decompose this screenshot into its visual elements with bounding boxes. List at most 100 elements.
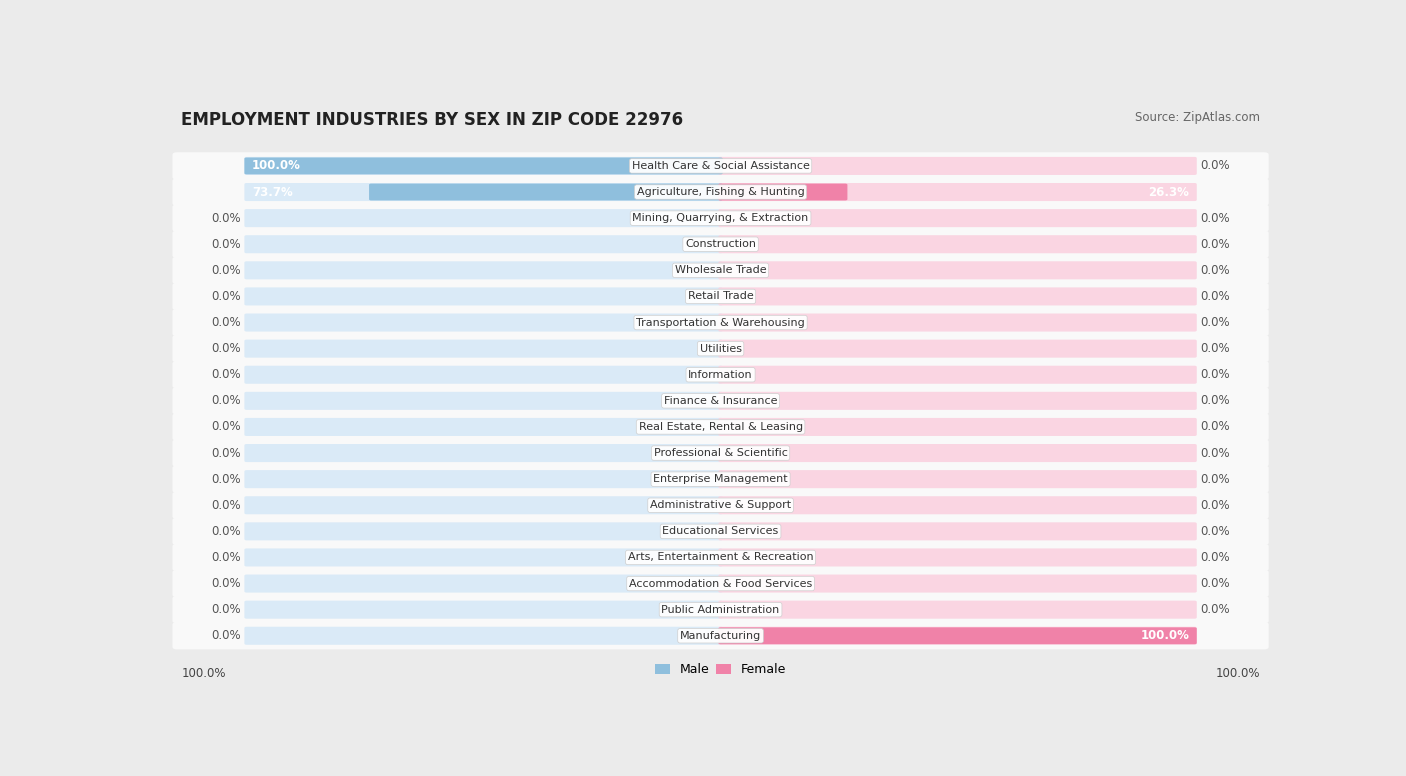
Text: 0.0%: 0.0% <box>211 394 242 407</box>
FancyBboxPatch shape <box>245 549 723 566</box>
Text: Information: Information <box>689 369 752 379</box>
FancyBboxPatch shape <box>245 340 723 358</box>
Text: Mining, Quarrying, & Extraction: Mining, Quarrying, & Extraction <box>633 213 808 223</box>
Text: 0.0%: 0.0% <box>1201 499 1230 511</box>
FancyBboxPatch shape <box>245 601 723 618</box>
Text: Transportation & Warehousing: Transportation & Warehousing <box>636 317 806 327</box>
FancyBboxPatch shape <box>718 627 1197 645</box>
Text: Construction: Construction <box>685 239 756 249</box>
Text: 0.0%: 0.0% <box>1201 446 1230 459</box>
Text: Retail Trade: Retail Trade <box>688 292 754 301</box>
FancyBboxPatch shape <box>718 418 1197 436</box>
FancyBboxPatch shape <box>173 622 1268 650</box>
FancyBboxPatch shape <box>718 392 1197 410</box>
FancyBboxPatch shape <box>718 184 848 200</box>
Text: 0.0%: 0.0% <box>211 446 242 459</box>
Text: 0.0%: 0.0% <box>1201 264 1230 277</box>
Text: Administrative & Support: Administrative & Support <box>650 501 792 511</box>
FancyBboxPatch shape <box>245 314 723 331</box>
Text: EMPLOYMENT INDUSTRIES BY SEX IN ZIP CODE 22976: EMPLOYMENT INDUSTRIES BY SEX IN ZIP CODE… <box>181 111 683 129</box>
FancyBboxPatch shape <box>718 314 1197 331</box>
Text: 0.0%: 0.0% <box>211 264 242 277</box>
Text: Source: ZipAtlas.com: Source: ZipAtlas.com <box>1135 111 1260 124</box>
Text: 0.0%: 0.0% <box>211 629 242 643</box>
FancyBboxPatch shape <box>718 549 1197 566</box>
Text: Health Care & Social Assistance: Health Care & Social Assistance <box>631 161 810 171</box>
FancyBboxPatch shape <box>245 444 723 462</box>
Text: 0.0%: 0.0% <box>1201 316 1230 329</box>
FancyBboxPatch shape <box>245 287 723 306</box>
Text: 100.0%: 100.0% <box>1140 629 1189 643</box>
Text: Enterprise Management: Enterprise Management <box>654 474 787 484</box>
FancyBboxPatch shape <box>173 335 1268 362</box>
Text: 0.0%: 0.0% <box>211 551 242 564</box>
FancyBboxPatch shape <box>368 184 723 200</box>
Text: 100.0%: 100.0% <box>181 667 226 680</box>
Text: 0.0%: 0.0% <box>1201 369 1230 381</box>
Text: 0.0%: 0.0% <box>211 369 242 381</box>
FancyBboxPatch shape <box>718 287 1197 306</box>
Text: 0.0%: 0.0% <box>1201 551 1230 564</box>
Text: 0.0%: 0.0% <box>1201 473 1230 486</box>
FancyBboxPatch shape <box>245 262 723 279</box>
Text: 0.0%: 0.0% <box>1201 342 1230 355</box>
FancyBboxPatch shape <box>245 209 723 227</box>
FancyBboxPatch shape <box>173 466 1268 493</box>
Text: 0.0%: 0.0% <box>211 525 242 538</box>
FancyBboxPatch shape <box>173 205 1268 232</box>
FancyBboxPatch shape <box>245 183 723 201</box>
FancyBboxPatch shape <box>718 496 1197 514</box>
FancyBboxPatch shape <box>173 596 1268 623</box>
Text: 0.0%: 0.0% <box>1201 237 1230 251</box>
FancyBboxPatch shape <box>718 209 1197 227</box>
Text: 0.0%: 0.0% <box>211 577 242 590</box>
Text: Real Estate, Rental & Leasing: Real Estate, Rental & Leasing <box>638 422 803 432</box>
FancyBboxPatch shape <box>718 157 1197 175</box>
Text: 73.7%: 73.7% <box>252 185 292 199</box>
Text: 0.0%: 0.0% <box>1201 421 1230 434</box>
FancyBboxPatch shape <box>718 601 1197 618</box>
FancyBboxPatch shape <box>173 570 1268 598</box>
Text: Utilities: Utilities <box>700 344 741 354</box>
Text: Professional & Scientific: Professional & Scientific <box>654 448 787 458</box>
FancyBboxPatch shape <box>173 492 1268 519</box>
FancyBboxPatch shape <box>245 235 723 253</box>
FancyBboxPatch shape <box>245 496 723 514</box>
FancyBboxPatch shape <box>173 309 1268 336</box>
Text: 0.0%: 0.0% <box>1201 525 1230 538</box>
Text: Wholesale Trade: Wholesale Trade <box>675 265 766 275</box>
FancyBboxPatch shape <box>718 235 1197 253</box>
Text: 0.0%: 0.0% <box>1201 290 1230 303</box>
Text: 0.0%: 0.0% <box>211 421 242 434</box>
Text: 0.0%: 0.0% <box>1201 577 1230 590</box>
Text: Public Administration: Public Administration <box>661 605 780 615</box>
Text: 0.0%: 0.0% <box>211 316 242 329</box>
Text: 0.0%: 0.0% <box>1201 159 1230 172</box>
FancyBboxPatch shape <box>173 361 1268 389</box>
Text: 0.0%: 0.0% <box>211 237 242 251</box>
Text: Arts, Entertainment & Recreation: Arts, Entertainment & Recreation <box>627 553 814 563</box>
Text: 0.0%: 0.0% <box>1201 603 1230 616</box>
FancyBboxPatch shape <box>718 574 1197 593</box>
FancyBboxPatch shape <box>718 470 1197 488</box>
Text: 0.0%: 0.0% <box>211 473 242 486</box>
FancyBboxPatch shape <box>173 230 1268 258</box>
FancyBboxPatch shape <box>245 365 723 384</box>
FancyBboxPatch shape <box>173 414 1268 441</box>
Text: 0.0%: 0.0% <box>211 499 242 511</box>
Text: 0.0%: 0.0% <box>1201 394 1230 407</box>
FancyBboxPatch shape <box>245 574 723 593</box>
FancyBboxPatch shape <box>245 392 723 410</box>
FancyBboxPatch shape <box>245 157 723 175</box>
Text: Manufacturing: Manufacturing <box>681 631 761 641</box>
Text: 26.3%: 26.3% <box>1149 185 1189 199</box>
FancyBboxPatch shape <box>718 522 1197 540</box>
FancyBboxPatch shape <box>173 518 1268 545</box>
Text: Agriculture, Fishing & Hunting: Agriculture, Fishing & Hunting <box>637 187 804 197</box>
Text: 0.0%: 0.0% <box>1201 212 1230 224</box>
FancyBboxPatch shape <box>173 544 1268 571</box>
FancyBboxPatch shape <box>245 158 723 175</box>
FancyBboxPatch shape <box>173 282 1268 310</box>
FancyBboxPatch shape <box>173 257 1268 284</box>
FancyBboxPatch shape <box>718 627 1197 644</box>
